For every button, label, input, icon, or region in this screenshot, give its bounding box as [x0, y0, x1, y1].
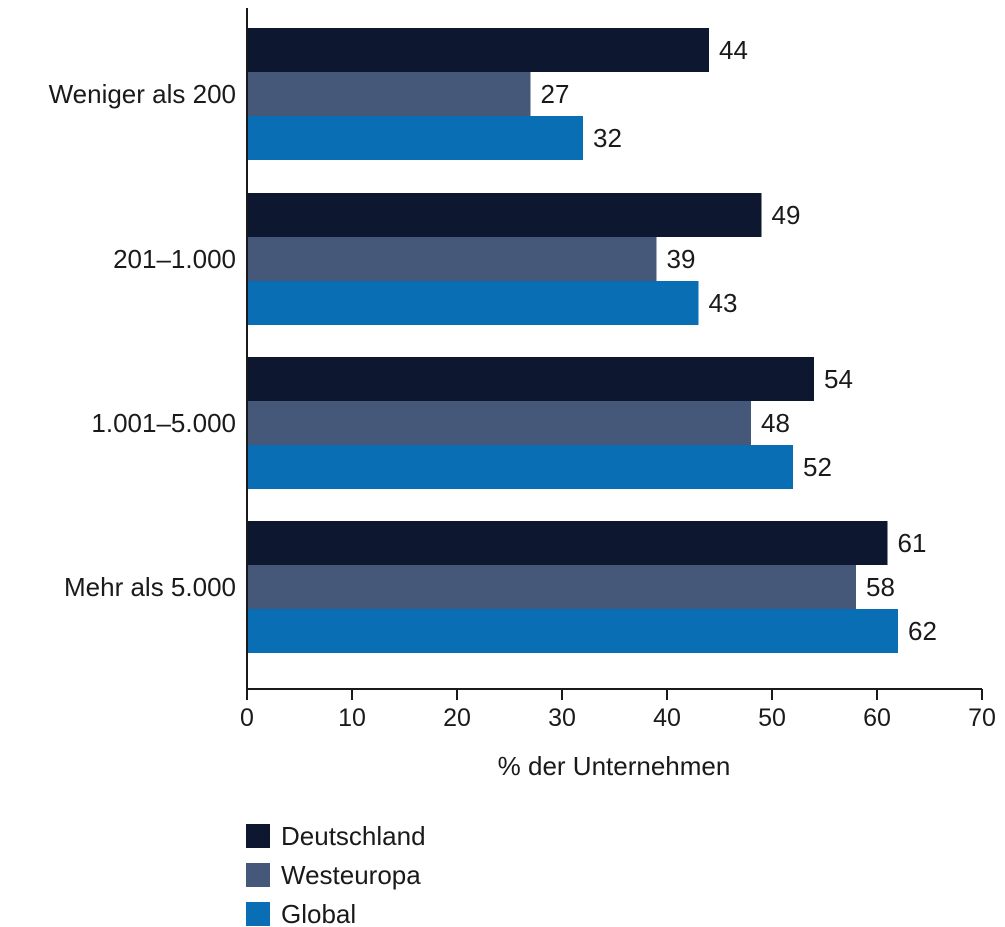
- bar-westeuropa-1-001-5-000: [248, 401, 751, 445]
- value-label-deutschland-weniger-als-200: 44: [719, 35, 748, 65]
- value-label-global-weniger-als-200: 32: [593, 123, 622, 153]
- value-label-deutschland-1-001-5-000: 54: [824, 364, 853, 394]
- legend: Deutschland Westeuropa Global: [246, 821, 426, 927]
- x-axis-title: % der Unternehmen: [498, 751, 731, 781]
- x-tick-label: 40: [653, 704, 681, 732]
- legend-swatch-global: [246, 902, 270, 926]
- legend-label-deutschland: Deutschland: [281, 821, 426, 851]
- x-tick-label: 20: [443, 704, 471, 732]
- bar-global-201-1-000: [248, 281, 699, 325]
- value-label-westeuropa-1-001-5-000: 48: [761, 408, 790, 438]
- bar-westeuropa-mehr-als-5-000: [248, 565, 856, 609]
- value-label-deutschland-mehr-als-5-000: 61: [898, 528, 927, 558]
- bar-global-weniger-als-200: [248, 116, 583, 160]
- bar-global-1-001-5-000: [248, 445, 793, 489]
- value-label-global-mehr-als-5-000: 62: [908, 616, 937, 646]
- x-ticks-group: 0 10 20 30 40 50 60 70: [240, 689, 996, 732]
- value-label-deutschland-201-1-000: 49: [772, 200, 801, 230]
- bar-global-mehr-als-5-000: [248, 609, 898, 653]
- x-tick-label: 30: [548, 704, 576, 732]
- bar-deutschland-weniger-als-200: [248, 28, 709, 72]
- value-label-westeuropa-mehr-als-5-000: 58: [866, 572, 895, 602]
- legend-swatch-deutschland: [246, 824, 270, 848]
- category-label-201-1-000: 201–1.000: [113, 244, 236, 274]
- x-tick-label: 60: [863, 704, 891, 732]
- value-label-westeuropa-weniger-als-200: 27: [541, 79, 570, 109]
- category-label-1-001-5-000: 1.001–5.000: [91, 408, 236, 438]
- legend-label-global: Global: [281, 899, 356, 927]
- category-labels-group: Weniger als 200 201–1.000 1.001–5.000 Mehr …: [49, 79, 236, 602]
- category-label-mehr-als-5-000: Mehr als 5.000: [64, 572, 236, 602]
- x-tick-label: 70: [968, 704, 996, 732]
- value-label-westeuropa-201-1-000: 39: [667, 244, 696, 274]
- legend-label-westeuropa: Westeuropa: [281, 860, 421, 890]
- x-tick-label: 0: [240, 704, 254, 732]
- category-label-weniger-als-200: Weniger als 200: [49, 79, 236, 109]
- x-tick-label: 50: [758, 704, 786, 732]
- bar-deutschland-mehr-als-5-000: [248, 521, 888, 565]
- bar-deutschland-201-1-000: [248, 193, 762, 237]
- axes-group: [246, 8, 982, 690]
- bar-westeuropa-weniger-als-200: [248, 72, 531, 116]
- bars-group: [248, 28, 898, 653]
- bar-westeuropa-201-1-000: [248, 237, 657, 281]
- legend-swatch-westeuropa: [246, 863, 270, 887]
- x-tick-label: 10: [338, 704, 366, 732]
- bar-deutschland-1-001-5-000: [248, 357, 814, 401]
- value-label-global-201-1-000: 43: [709, 288, 738, 318]
- value-label-global-1-001-5-000: 52: [803, 452, 832, 482]
